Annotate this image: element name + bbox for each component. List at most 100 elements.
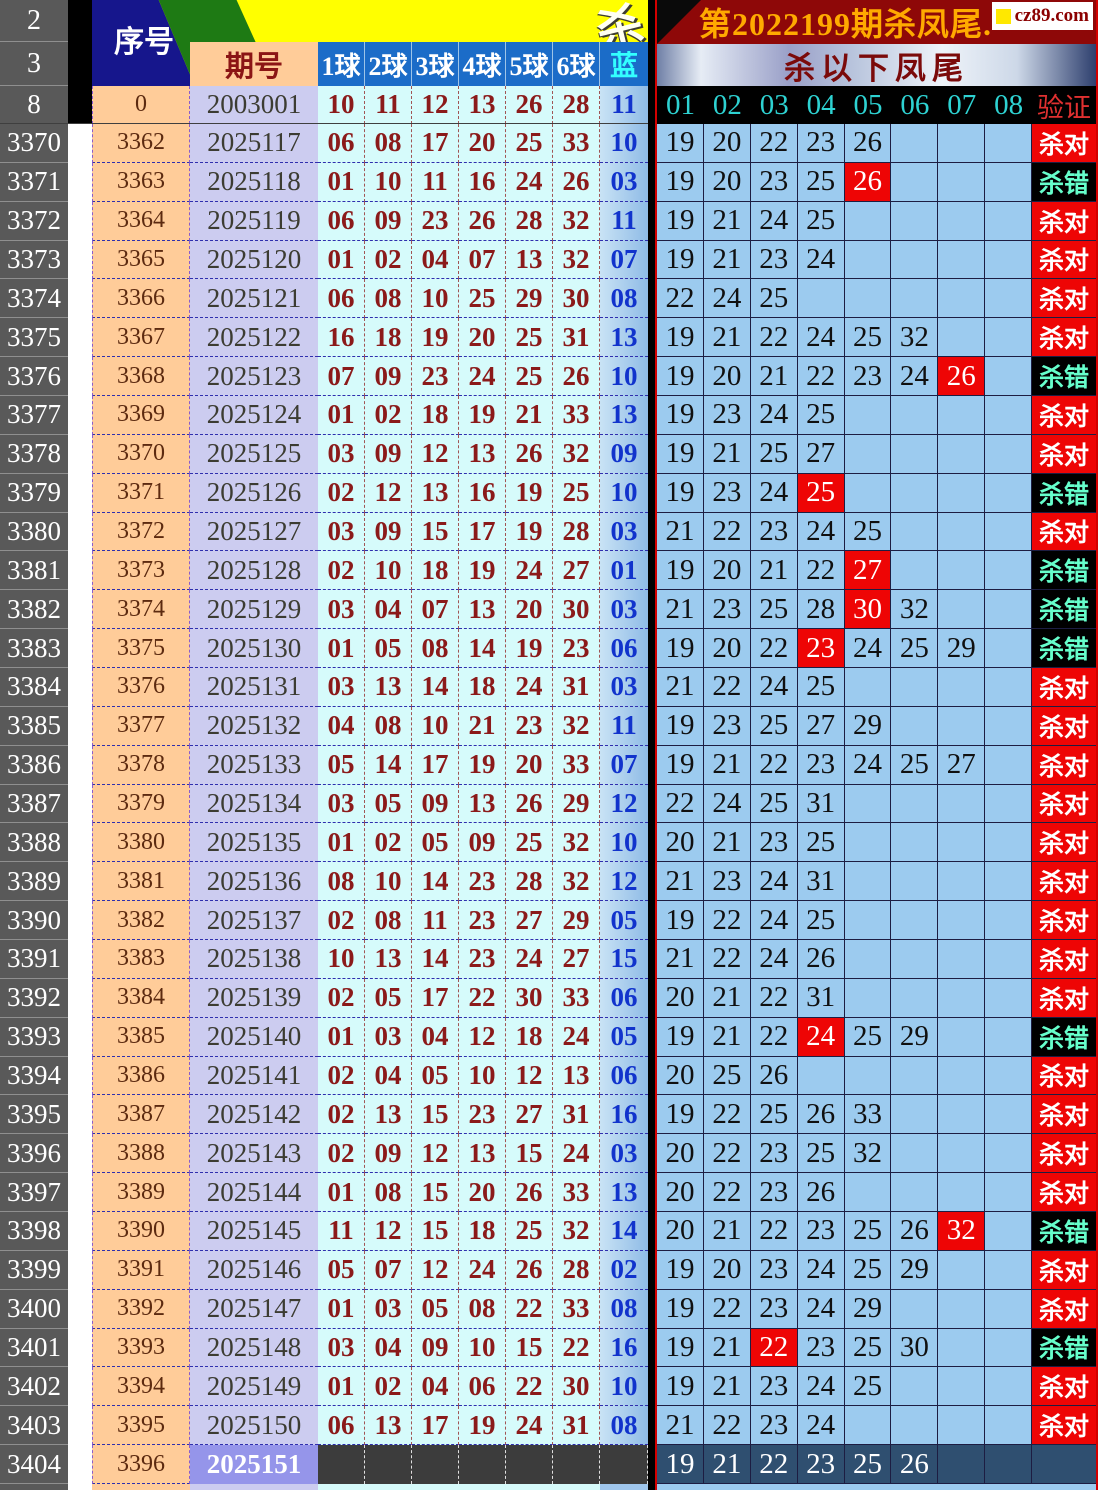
sequence-cell: 3382	[92, 901, 190, 940]
ball-cell: 20	[459, 318, 506, 358]
ball-cell: 04	[365, 1328, 412, 1368]
ball-cell: 02	[318, 901, 365, 940]
table-row: 3383 3375 2025130 01 05 08 14 19 23 06	[0, 629, 655, 668]
ball-cell: 28	[553, 1250, 600, 1290]
table-row: 3379 3371 2025126 02 12 13 16 19 25 10	[0, 473, 655, 513]
kill-number-cell: 19	[657, 162, 704, 202]
kill-col-05: 05	[853, 88, 883, 121]
blue-ball-cell: 16	[600, 1328, 648, 1368]
kill-number-cell: 19	[657, 1095, 704, 1135]
period-cell: 2025128	[190, 551, 318, 591]
sequence-cell: 3362	[92, 124, 190, 163]
kill-number-cell: 25	[844, 318, 892, 358]
ball-cell: 06	[318, 279, 365, 319]
ball-cell: 26	[506, 86, 553, 124]
kill-number-cell	[985, 1056, 1032, 1096]
ball-cell: 32	[553, 1212, 600, 1251]
kill-row: 19 21 22 23 25 26	[657, 1445, 1096, 1484]
kill-row: 20 25 26 杀对	[657, 1056, 1096, 1096]
kill-number-cell: 20	[657, 1173, 704, 1212]
kill-number-cell: 19	[657, 434, 704, 474]
kill-number-cell	[844, 473, 892, 513]
kill-number-cell	[938, 396, 986, 435]
kill-number-cell	[985, 668, 1032, 707]
ball-cell: 15	[506, 1328, 553, 1368]
gutter-strip	[68, 590, 92, 630]
ball-cell: 03	[365, 1017, 412, 1057]
ball-cell: 07	[318, 357, 365, 396]
verdict-cell	[1032, 1445, 1096, 1484]
row-number: 3386	[0, 745, 68, 785]
ball-cell: 02	[318, 551, 365, 591]
kill-number-cell: 22	[750, 1328, 798, 1368]
verdict-cell: 杀错	[1032, 473, 1096, 513]
ball-cell: 04	[412, 1367, 459, 1407]
blue-ball-cell: 11	[600, 86, 648, 124]
ball-cell: 13	[459, 784, 506, 824]
ball-cell: 12	[412, 1250, 459, 1290]
sequence-cell: 3375	[92, 629, 190, 668]
ball-cell: 12	[365, 1212, 412, 1251]
verdict-cell: 杀对	[1032, 1056, 1096, 1096]
kill-number-cell	[844, 978, 892, 1018]
row-number: 3384	[0, 668, 68, 707]
kill-number-cell: 24	[797, 1367, 845, 1407]
ball-cell: 13	[459, 434, 506, 474]
ball-cell: 10	[365, 862, 412, 902]
kill-number-cell: 23	[750, 512, 798, 552]
kill-number-cell	[985, 434, 1032, 474]
kill-number-cell	[938, 1056, 986, 1096]
ball-cell: 24	[553, 1134, 600, 1174]
ball-cell: 01	[318, 1289, 365, 1329]
logo-square-icon	[995, 8, 1011, 24]
gutter-strip	[68, 279, 92, 319]
kill-number-cell	[891, 862, 939, 902]
kill-number-cell	[985, 279, 1032, 319]
kill-number-cell	[985, 357, 1032, 396]
row-number: 3403	[0, 1406, 68, 1446]
ball-cell	[459, 1445, 506, 1484]
kill-number-cell: 20	[657, 1134, 704, 1174]
verdict-cell: 杀对	[1032, 1095, 1096, 1135]
kill-row: 19 20 22 23 24 25 29 杀错	[657, 629, 1096, 668]
kill-number-cell: 21	[750, 551, 798, 591]
sequence-cell: 3385	[92, 1017, 190, 1057]
verdict-cell: 杀错	[1032, 590, 1096, 630]
kill-number-cell: 19	[657, 901, 704, 940]
sequence-cell: 3390	[92, 1212, 190, 1251]
ball-cell: 24	[506, 940, 553, 979]
kill-number-cell	[938, 124, 986, 163]
kill-number-cell: 25	[891, 745, 939, 785]
kill-number-cell: 33	[844, 1095, 892, 1135]
kill-number-cell: 21	[703, 318, 751, 358]
gutter-strip	[68, 473, 92, 513]
kill-number-cell: 26	[938, 357, 986, 396]
sequence-cell: 3388	[92, 1134, 190, 1174]
kill-number-cell	[985, 1017, 1032, 1057]
ball-cell: 24	[459, 1250, 506, 1290]
ball-cell: 12	[459, 1017, 506, 1057]
sequence-cell: 3394	[92, 1367, 190, 1407]
kill-number-cell: 19	[657, 124, 704, 163]
ball-cell: 17	[412, 978, 459, 1018]
table-row: 3403 3395 2025150 06 13 17 19 24 31 08	[0, 1406, 655, 1446]
period-cell: 2025123	[190, 357, 318, 396]
period-column-header: 期号	[190, 42, 318, 86]
site-logo[interactable]: cz89.com	[991, 2, 1093, 30]
gutter-strip	[68, 629, 92, 668]
ball-cell: 11	[412, 162, 459, 202]
period-cell: 2025136	[190, 862, 318, 902]
table-row: 3393 3385 2025140 01 03 04 12 18 24 05	[0, 1017, 655, 1057]
period-cell: 2025151	[190, 1445, 318, 1484]
gutter-strip	[68, 1017, 92, 1057]
table-row: 3373 3365 2025120 01 02 04 07 13 32 07	[0, 240, 655, 280]
ball-cell: 07	[412, 590, 459, 630]
kill-number-cell: 19	[657, 629, 704, 668]
blue-ball-cell: 09	[600, 434, 648, 474]
row-number: 3374	[0, 279, 68, 319]
kill-number-cell: 19	[657, 1289, 704, 1329]
kill-col-03: 03	[759, 88, 789, 121]
row-number: 3387	[0, 784, 68, 824]
kill-number-cell: 22	[750, 978, 798, 1018]
blue-ball-cell: 06	[600, 978, 648, 1018]
